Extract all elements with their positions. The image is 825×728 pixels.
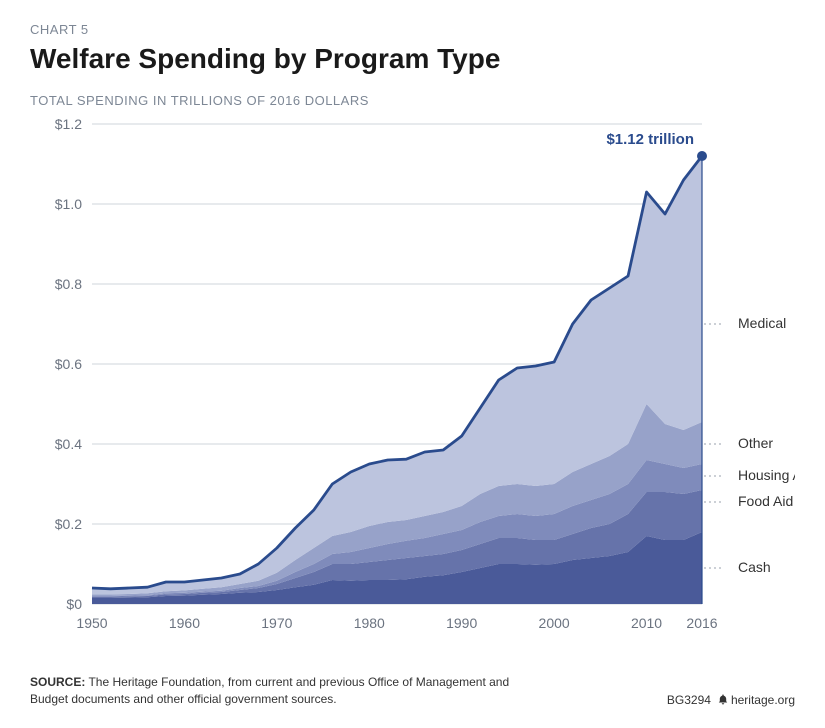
svg-text:Medical: Medical bbox=[738, 315, 786, 331]
svg-text:2016: 2016 bbox=[686, 615, 717, 631]
svg-text:1950: 1950 bbox=[76, 615, 107, 631]
svg-text:$0.8: $0.8 bbox=[55, 276, 82, 292]
svg-text:$0.2: $0.2 bbox=[55, 516, 82, 532]
source-text: SOURCE: The Heritage Foundation, from cu… bbox=[30, 674, 510, 708]
svg-text:1990: 1990 bbox=[446, 615, 477, 631]
attribution: BG3294 heritage.org bbox=[667, 693, 795, 708]
chart-title: Welfare Spending by Program Type bbox=[30, 43, 795, 75]
svg-text:1960: 1960 bbox=[169, 615, 200, 631]
svg-text:$0.6: $0.6 bbox=[55, 356, 82, 372]
svg-text:$1.12 trillion: $1.12 trillion bbox=[606, 131, 694, 148]
footer: SOURCE: The Heritage Foundation, from cu… bbox=[30, 674, 795, 708]
chart-container: $0 $0.2 $0.4 $0.6 $0.8 $1.0 $1.2 1950 1960 1970 19… bbox=[30, 114, 795, 644]
svg-text:$0.4: $0.4 bbox=[55, 436, 82, 452]
svg-text:Food Aid: Food Aid bbox=[738, 493, 793, 509]
svg-text:2000: 2000 bbox=[539, 615, 570, 631]
svg-text:1980: 1980 bbox=[354, 615, 385, 631]
svg-text:$1.0: $1.0 bbox=[55, 196, 82, 212]
bell-icon bbox=[718, 694, 728, 708]
svg-text:$0: $0 bbox=[66, 596, 82, 612]
svg-text:Other: Other bbox=[738, 435, 773, 451]
svg-text:Housing Aid: Housing Aid bbox=[738, 467, 795, 483]
svg-text:1970: 1970 bbox=[261, 615, 292, 631]
chart-subtitle: TOTAL SPENDING IN TRILLIONS OF 2016 DOLL… bbox=[30, 93, 795, 108]
stacked-area-chart: $0 $0.2 $0.4 $0.6 $0.8 $1.0 $1.2 1950 1960 1970 19… bbox=[30, 114, 795, 644]
svg-text:2010: 2010 bbox=[631, 615, 662, 631]
svg-text:Cash: Cash bbox=[738, 559, 771, 575]
source-body: The Heritage Foundation, from current an… bbox=[30, 675, 509, 706]
svg-text:$1.2: $1.2 bbox=[55, 116, 82, 132]
chart-number: CHART 5 bbox=[30, 22, 795, 37]
doc-id: BG3294 bbox=[667, 693, 711, 707]
source-label: SOURCE: bbox=[30, 675, 85, 689]
site-link: heritage.org bbox=[731, 693, 795, 707]
